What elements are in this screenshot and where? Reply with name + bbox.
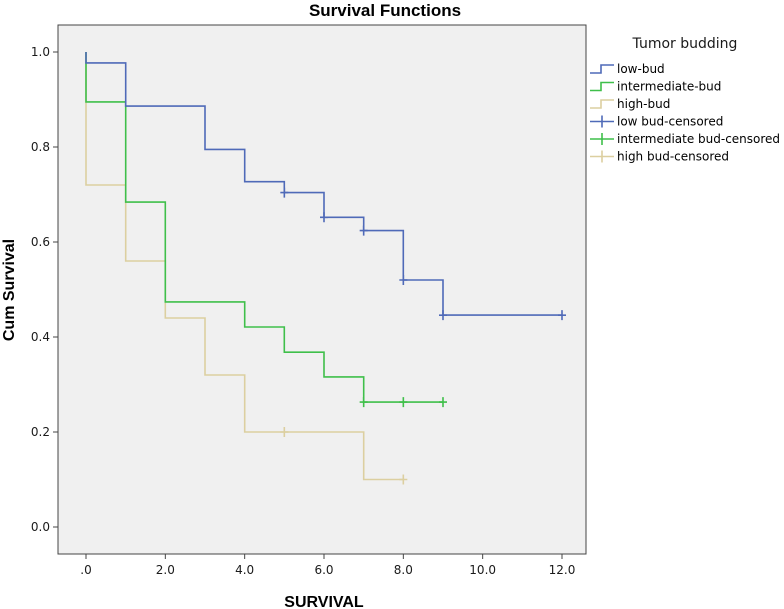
legend-label: intermediate-bud xyxy=(617,80,721,94)
y-tick-label: 0.2 xyxy=(31,425,50,439)
legend-title: Tumor budding xyxy=(632,36,738,52)
censor-mark xyxy=(439,397,447,408)
x-tick-label: .0 xyxy=(80,563,91,577)
legend-label: high bud-censored xyxy=(617,150,729,164)
legend-item: intermediate bud-censored xyxy=(590,132,780,146)
censor-mark xyxy=(359,225,368,236)
series-intermediate-bud xyxy=(85,52,447,408)
chart-title: Survival Functions xyxy=(309,1,461,20)
legend-label: low bud-censored xyxy=(617,115,723,129)
legend-step-icon xyxy=(590,81,614,92)
legend-label: high-bud xyxy=(617,97,670,111)
y-tick-label: 0.4 xyxy=(31,330,50,344)
legend-censor-icon xyxy=(590,133,614,145)
series-low-bud xyxy=(85,52,566,321)
censor-mark xyxy=(280,187,289,198)
y-axis-ticks: 0.0 0.2 0.4 0.6 0.8 1.0 xyxy=(31,45,58,534)
y-tick-label: 0.6 xyxy=(31,235,50,249)
y-tick-label: 0.0 xyxy=(31,520,50,534)
x-tick-label: 12.0 xyxy=(549,563,576,577)
survival-step-line xyxy=(85,52,443,403)
censor-mark xyxy=(359,397,368,408)
x-tick-label: 4.0 xyxy=(235,563,254,577)
censor-mark xyxy=(399,397,408,408)
x-axis-ticks: .0 2.0 4.0 6.0 8.0 10.0 12.0 xyxy=(80,554,575,577)
legend-item: intermediate-bud xyxy=(590,80,721,94)
legend-censor-icon xyxy=(590,150,614,163)
x-axis-title: SURVIVAL xyxy=(284,594,364,609)
plot-area xyxy=(57,24,587,555)
y-axis-title: Cum Survival xyxy=(1,239,18,341)
x-tick-label: 10.0 xyxy=(469,563,496,577)
x-tick-label: 8.0 xyxy=(394,563,413,577)
censor-mark xyxy=(399,474,408,485)
legend-item: low-bud xyxy=(590,62,665,76)
legend-item: low bud-censored xyxy=(590,115,723,129)
censor-mark xyxy=(320,212,328,223)
censor-mark xyxy=(439,310,447,321)
legend-step-icon xyxy=(590,64,614,74)
y-tick-label: 0.8 xyxy=(31,140,50,154)
censor-mark xyxy=(399,275,408,285)
legend-label: intermediate bud-censored xyxy=(617,132,780,146)
censor-mark xyxy=(558,310,566,321)
legend-label: low-bud xyxy=(617,62,665,76)
legend-item: high bud-censored xyxy=(590,150,729,164)
series-layer xyxy=(85,52,566,485)
legend-censor-icon xyxy=(590,115,614,128)
legend-step-icon xyxy=(590,99,614,109)
legend: Tumor budding low-bud intermediate-bud hig… xyxy=(590,36,780,164)
y-tick-label: 1.0 xyxy=(31,45,50,59)
x-tick-label: 2.0 xyxy=(156,563,175,577)
legend-item: high-bud xyxy=(590,97,670,111)
censor-mark xyxy=(280,427,289,437)
x-tick-label: 6.0 xyxy=(314,563,333,577)
